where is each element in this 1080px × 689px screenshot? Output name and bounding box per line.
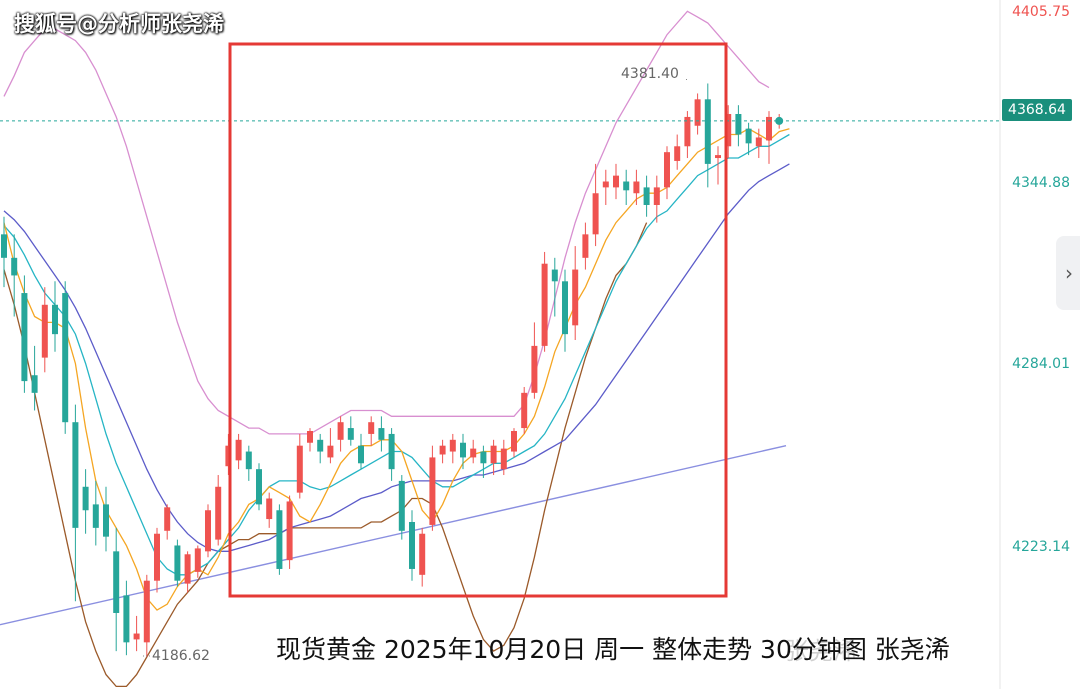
candle-body — [82, 486, 89, 511]
current-price-dot — [775, 116, 784, 125]
candle-body — [62, 293, 69, 423]
candle-body — [500, 448, 507, 470]
watermark-text: 搜狐号@分析师张尧浠 — [14, 12, 224, 36]
candle-body — [449, 439, 456, 452]
current-price-tag: 4368.64 — [1002, 99, 1072, 121]
candle-body — [21, 293, 28, 382]
candle-body — [704, 99, 711, 164]
candle-body — [378, 428, 385, 440]
candle-body — [245, 451, 252, 470]
candle-body — [296, 445, 303, 493]
candle-body — [154, 533, 160, 581]
candle-body — [123, 595, 130, 643]
candle-body — [337, 422, 344, 440]
chevron-right-icon: › — [1065, 261, 1073, 285]
ma-mid-line — [3, 133, 790, 576]
candle-body — [388, 433, 395, 470]
candle-body — [551, 269, 558, 282]
candle-body — [460, 442, 466, 458]
bollinger-upper-line — [3, 10, 770, 435]
candle-body — [215, 486, 222, 540]
candle-body — [72, 422, 79, 528]
candle-body — [735, 113, 742, 135]
y-tick-3: 4284.01 — [1012, 356, 1070, 372]
candle-body — [266, 498, 273, 520]
candle-body — [623, 181, 630, 191]
candle-body — [276, 510, 283, 569]
candle-body — [766, 116, 772, 141]
ma-fast-line — [3, 127, 790, 611]
candle-body — [398, 480, 405, 531]
candle-body — [439, 445, 446, 455]
candle-body — [358, 445, 364, 464]
highlight-box — [228, 42, 728, 598]
long-ma-line — [0, 444, 787, 626]
candle-body — [715, 155, 721, 159]
y-tick-2: 4344.88 — [1012, 175, 1070, 191]
candle-body — [664, 152, 670, 188]
candle-body — [307, 431, 313, 443]
candle-body — [347, 428, 354, 440]
candle-body — [725, 113, 732, 147]
candle-body — [582, 234, 589, 258]
candle-body — [562, 281, 568, 335]
y-tick-4: 4223.14 — [1012, 539, 1070, 555]
candle-body — [286, 501, 293, 561]
candle-body — [194, 548, 201, 572]
expand-panel-button[interactable]: › — [1056, 236, 1080, 310]
candle-body — [429, 457, 436, 525]
candle-body — [11, 257, 18, 276]
candle-body — [643, 187, 650, 205]
candle-body — [164, 507, 171, 531]
caption-ghost-watermark: 张尧浠 — [785, 637, 857, 665]
candle-body — [745, 128, 752, 144]
candle-body — [592, 193, 599, 235]
candle-body — [409, 521, 415, 569]
candle-body — [133, 633, 140, 640]
bollinger-lower-line — [3, 222, 648, 688]
candle-body — [511, 431, 517, 452]
candle-body — [694, 99, 701, 126]
candle-body — [317, 439, 324, 452]
candle-body — [653, 187, 660, 205]
candle-body — [235, 439, 242, 461]
candle-body — [327, 445, 334, 458]
candle-body — [572, 269, 579, 326]
ma-slow-line — [3, 163, 790, 552]
candle-body — [613, 175, 619, 188]
candle-body — [521, 392, 528, 429]
chart-caption: 现货黄金 2025年10月20日 周一 整体走势 30分钟图 张尧浠 — [276, 635, 950, 664]
candle-body — [541, 263, 548, 346]
candle-body — [490, 445, 497, 464]
candle-body — [470, 448, 477, 458]
candle-body — [755, 137, 762, 147]
y-tick-top: 4405.75 — [1012, 4, 1070, 20]
candle-body — [113, 551, 120, 613]
candle-body — [419, 533, 426, 575]
candle-body — [184, 554, 191, 584]
low-price-label: 4186.62 — [152, 648, 210, 664]
candle-body — [31, 375, 38, 393]
candle-body — [41, 304, 48, 358]
candle-body — [633, 181, 640, 194]
high-price-label: 4381.40 — [621, 66, 679, 82]
candle-body — [143, 580, 150, 643]
candle-body — [368, 422, 375, 434]
candle-body — [684, 116, 691, 147]
candle-body — [480, 451, 487, 464]
candle-body — [531, 345, 538, 393]
candle-body — [602, 181, 609, 188]
candle-body — [205, 510, 211, 552]
candle-body — [1, 234, 7, 258]
candle-body — [103, 504, 109, 537]
candle-body — [92, 504, 99, 528]
candle-body — [256, 469, 262, 505]
candle-body — [674, 146, 681, 161]
candle-body — [174, 545, 181, 581]
candle-body — [225, 445, 232, 467]
candle-body — [52, 304, 58, 335]
